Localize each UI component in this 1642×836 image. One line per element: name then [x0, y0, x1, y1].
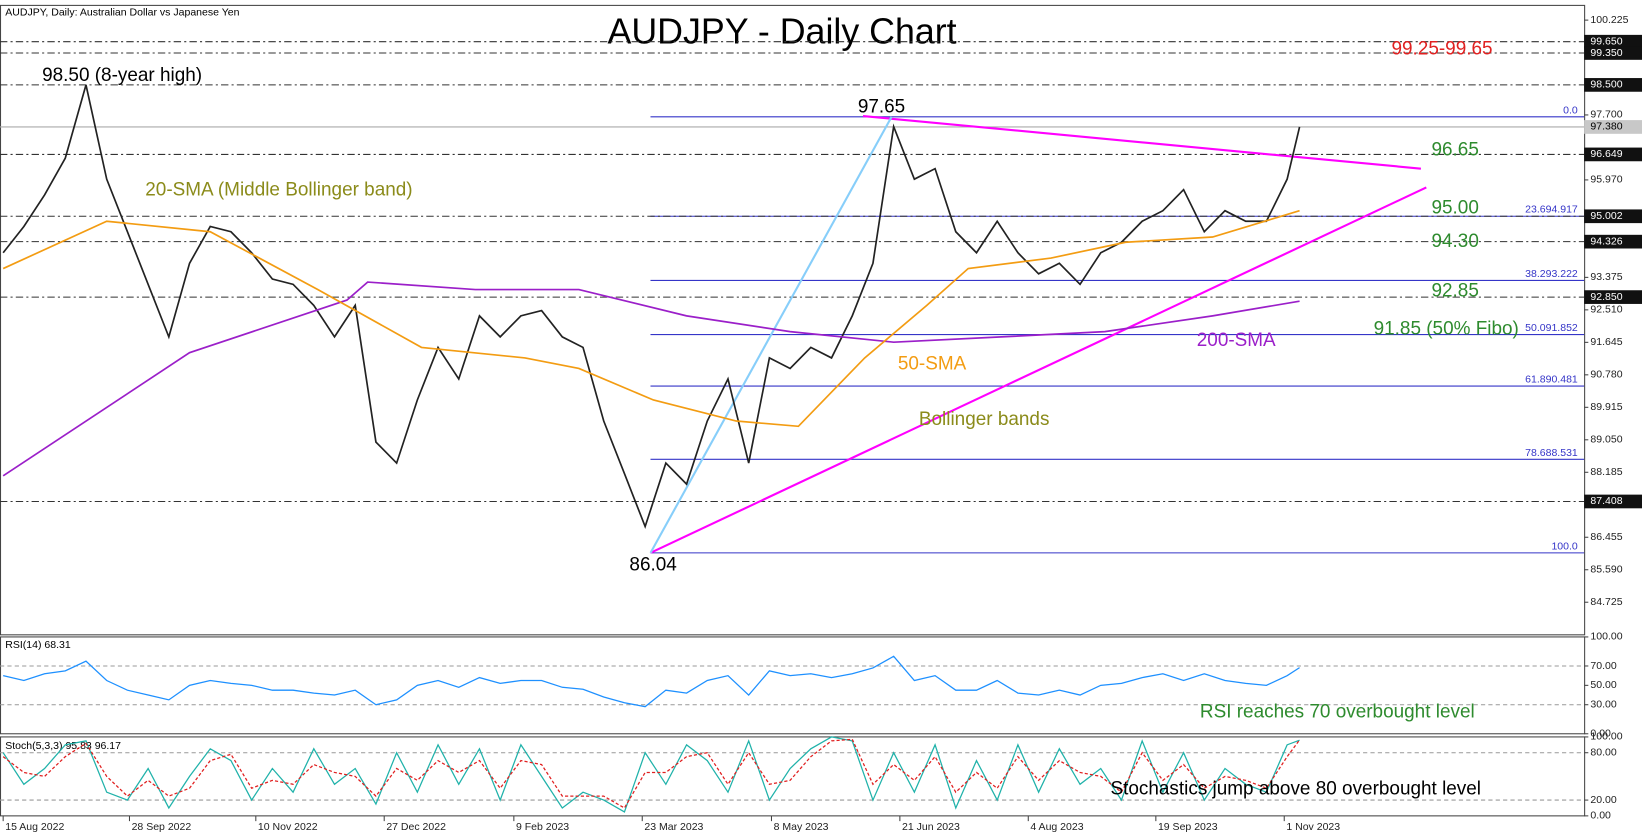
- series-line: [2, 209, 1300, 428]
- fibo-label: 23.694.917: [1525, 204, 1578, 216]
- y-tick-label: 100.225: [1590, 14, 1628, 26]
- y-tick-label: 86.455: [1590, 531, 1622, 543]
- y-tick-label: 100.00: [1590, 631, 1622, 643]
- fibo-label: 50.091.852: [1525, 322, 1578, 334]
- level-label: 96.649: [1590, 148, 1622, 160]
- series-line: [2, 736, 1300, 813]
- series-label: 200-SMA: [1197, 330, 1276, 351]
- y-tick-label: 90.780: [1590, 369, 1622, 381]
- annotation: 99.25-99.65: [1391, 39, 1492, 60]
- y-tick-label: 100.00: [1590, 731, 1622, 743]
- series-line: [3, 655, 1300, 708]
- trendline: [650, 186, 1427, 554]
- annotation: 86.04: [629, 554, 676, 575]
- level-label: 94.326: [1590, 235, 1622, 247]
- series-label: 50-SMA: [898, 353, 967, 374]
- level-label: 99.350: [1590, 47, 1622, 59]
- annotation: 96.65: [1431, 140, 1478, 161]
- x-tick-label: 8 May 2023: [774, 821, 829, 833]
- x-tick-label: 27 Dec 2022: [386, 821, 446, 833]
- y-tick-label: 50.00: [1590, 679, 1616, 691]
- annotation: 95.00: [1431, 198, 1478, 219]
- x-tick-label: 28 Sep 2022: [132, 821, 192, 833]
- x-tick-label: 23 Mar 2023: [644, 821, 703, 833]
- price-label: 97.380: [1590, 121, 1622, 133]
- y-tick-label: 92.510: [1590, 304, 1622, 316]
- y-tick-label: 91.645: [1590, 336, 1622, 348]
- fibo-label: 100.0: [1551, 540, 1577, 552]
- x-tick-label: 15 Aug 2022: [5, 821, 64, 833]
- x-tick-label: 10 Nov 2022: [258, 821, 318, 833]
- level-box: [1584, 46, 1642, 60]
- y-tick-label: 85.590: [1590, 564, 1622, 576]
- level-box: [1584, 78, 1642, 92]
- level-box: [1584, 494, 1642, 509]
- annotation: 91.85 (50% Fibo): [1374, 319, 1519, 340]
- x-tick-label: 9 Feb 2023: [516, 821, 569, 833]
- y-tick-label: 97.700: [1590, 109, 1622, 121]
- level-box: [1584, 147, 1642, 162]
- trendline: [649, 116, 893, 554]
- level-label: 99.650: [1590, 35, 1622, 47]
- y-tick-label: 88.185: [1590, 466, 1622, 478]
- stoch-panel: [0, 736, 1586, 817]
- level-label: 92.850: [1590, 291, 1622, 303]
- fibo-label: 0.0: [1563, 104, 1578, 116]
- annotation: Stochastics jump above 80 overbought lev…: [1110, 779, 1481, 800]
- annotation: 92.85: [1431, 281, 1478, 302]
- chart-header: AUDJPY, Daily: Australian Dollar vs Japa…: [5, 7, 239, 19]
- annotation: Bollinger bands: [919, 409, 1050, 430]
- annotation: 20-SMA (Middle Bollinger band): [145, 180, 412, 201]
- trendline: [862, 115, 1422, 170]
- main-panel: [0, 4, 1586, 636]
- series-line: [2, 281, 1300, 477]
- y-tick-label: 89.050: [1590, 434, 1622, 446]
- y-tick-label: 80.00: [1590, 746, 1616, 758]
- y-tick-label: 70.00: [1590, 660, 1616, 672]
- y-tick-label: 95.970: [1590, 174, 1622, 186]
- level-label: 87.408: [1590, 495, 1622, 507]
- x-tick-label: 21 Jun 2023: [902, 821, 960, 833]
- x-tick-label: 19 Sep 2023: [1158, 821, 1218, 833]
- y-tick-label: 93.375: [1590, 271, 1622, 283]
- fibo-label: 78.688.531: [1525, 447, 1578, 459]
- level-box: [1584, 290, 1642, 304]
- fibo-label: 61.890.481: [1525, 374, 1578, 386]
- annotation: 97.65: [858, 96, 905, 117]
- level-label: 95.002: [1590, 210, 1622, 222]
- level-label: 98.500: [1590, 79, 1622, 91]
- fibo-label: 38.293.222: [1525, 268, 1578, 280]
- y-tick-label: 0.00: [1590, 728, 1611, 740]
- level-box: [1584, 209, 1642, 224]
- rsi-title: RSI(14) 68.31: [5, 639, 71, 651]
- chart-title: AUDJPY - Daily Chart: [607, 11, 956, 51]
- annotation: RSI reaches 70 overbought level: [1200, 702, 1475, 723]
- series-line: [2, 738, 1301, 809]
- x-tick-label: 1 Nov 2023: [1286, 821, 1340, 833]
- annotation: 94.30: [1431, 231, 1478, 252]
- stoch-title: Stoch(5,3,3) 95.83 96.17: [5, 740, 121, 752]
- y-tick-label: 30.00: [1590, 698, 1616, 710]
- price-box: [1584, 120, 1642, 134]
- series-line: [2, 84, 1301, 530]
- y-tick-label: 0.00: [1590, 810, 1611, 822]
- level-box: [1584, 234, 1642, 249]
- y-tick-label: 89.915: [1590, 401, 1622, 413]
- y-tick-label: 20.00: [1590, 794, 1616, 806]
- annotation: 98.50 (8-year high): [42, 65, 202, 86]
- y-tick-label: 84.725: [1590, 596, 1622, 608]
- x-tick-label: 4 Aug 2023: [1030, 821, 1083, 833]
- level-box: [1584, 34, 1642, 49]
